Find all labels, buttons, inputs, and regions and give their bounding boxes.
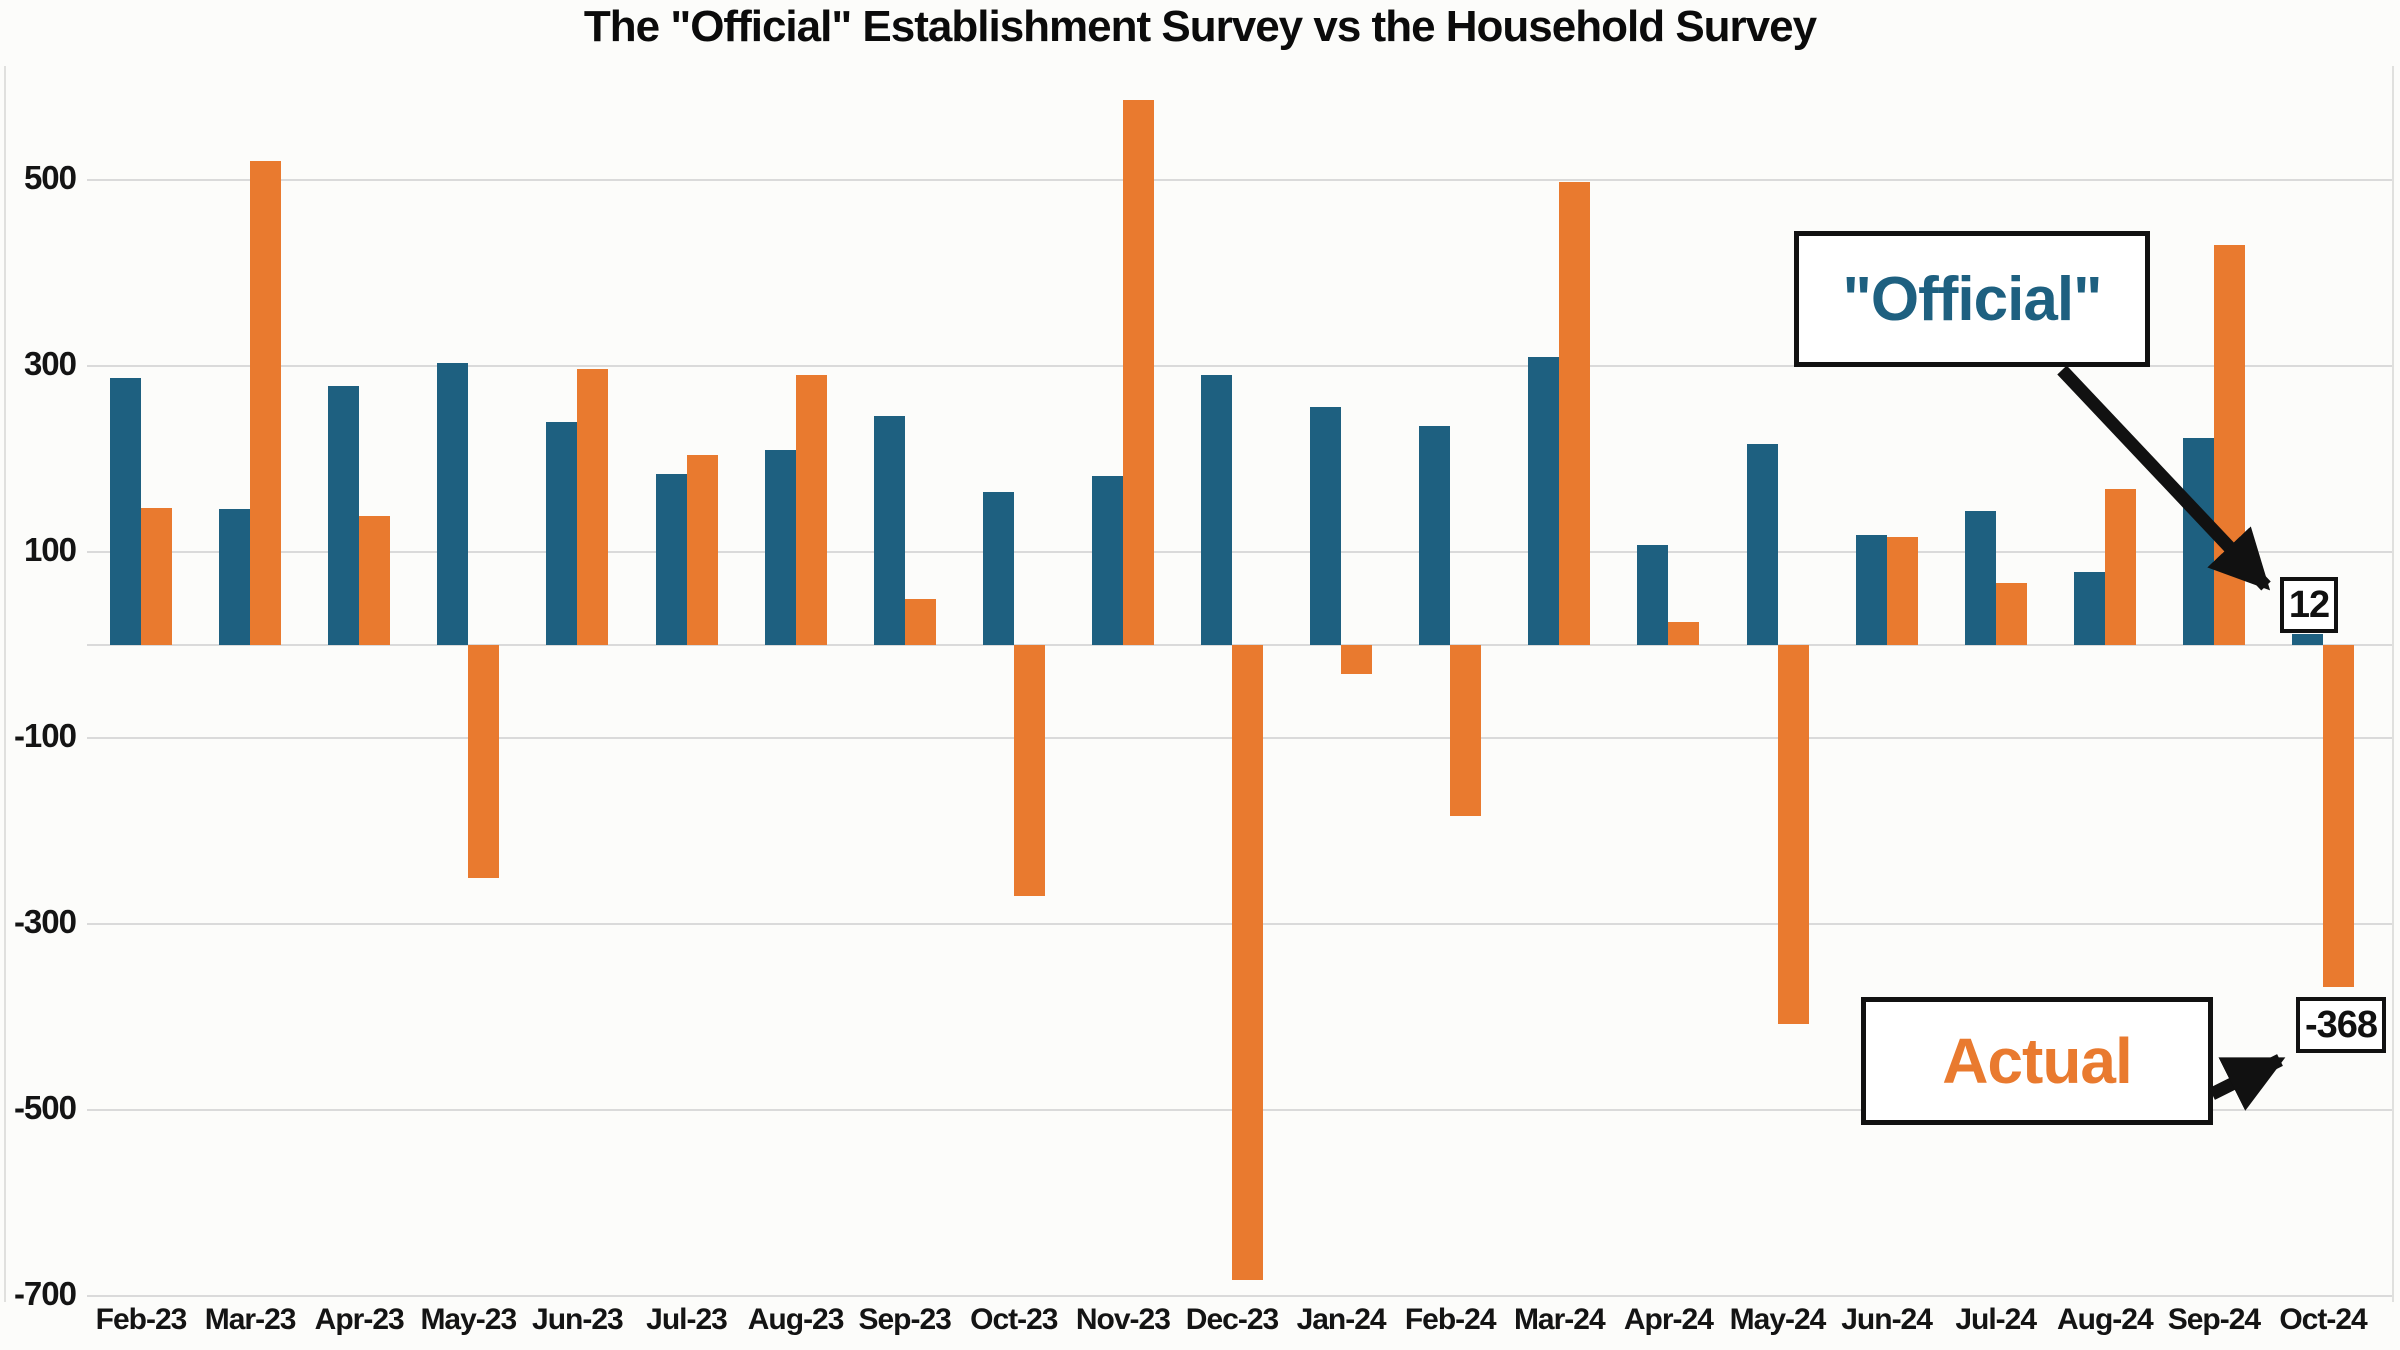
gridline [87, 1295, 2392, 1297]
bar-actual-mar-24 [1559, 181, 1591, 645]
bar-official-feb-24 [1419, 425, 1451, 645]
bar-actual-jun-24 [1886, 537, 1918, 645]
bar-official-apr-23 [328, 386, 360, 645]
bar-actual-nov-23 [1122, 100, 1154, 645]
bar-actual-oct-23 [1013, 645, 1045, 897]
x-axis-label: Apr-24 [1623, 1303, 1714, 1336]
x-axis-label: Jul-24 [1955, 1303, 2037, 1336]
chart-title: The "Official" Establishment Survey vs t… [583, 2, 1817, 51]
bar-official-mar-23 [219, 509, 251, 645]
y-axis-tick-label: -100 [13, 717, 77, 754]
x-axis-label: Jan-24 [1296, 1303, 1387, 1336]
bar-actual-may-23 [468, 645, 500, 878]
x-axis-label: May-24 [1729, 1303, 1827, 1336]
bar-official-dec-23 [1201, 375, 1232, 645]
x-axis-label: Mar-23 [204, 1303, 297, 1336]
bar-official-jan-24 [1310, 406, 1342, 645]
bar-actual-jul-24 [1995, 582, 2027, 645]
bar-official-aug-24 [2073, 572, 2105, 645]
gridline [87, 365, 2392, 367]
official-callout-box: "Official" [1794, 231, 2150, 367]
x-axis-label: Jun-24 [1841, 1303, 1933, 1336]
bar-actual-oct-24 [2323, 645, 2354, 988]
x-axis-label: Dec-23 [1185, 1303, 1279, 1336]
x-axis-label: Oct-24 [2279, 1303, 2367, 1336]
actual-callout-label: Actual [1942, 1025, 2133, 1097]
x-axis-label: Aug-23 [747, 1303, 845, 1336]
official-value-label: 12 [2288, 583, 2330, 626]
y-axis-tick-label: 100 [23, 531, 77, 568]
y-axis-tick-label: -500 [13, 1089, 77, 1126]
x-axis-label: Sep-23 [858, 1303, 951, 1336]
left-spine [4, 66, 6, 1302]
actual-value-label: -368 [2304, 1003, 2378, 1046]
y-axis-tick-label: 300 [23, 345, 77, 382]
bar-official-aug-23 [764, 449, 796, 645]
bar-actual-aug-24 [2104, 488, 2136, 645]
actual-value-box: -368 [2296, 997, 2386, 1053]
bar-official-mar-24 [1528, 356, 1560, 645]
x-axis-label: Feb-23 [95, 1303, 188, 1336]
bar-actual-apr-24 [1668, 621, 1700, 645]
bar-official-nov-23 [1091, 475, 1123, 645]
bar-actual-jun-23 [577, 368, 609, 645]
x-axis-label: May-23 [420, 1303, 517, 1336]
official-value-box: 12 [2280, 577, 2338, 633]
bar-official-sep-23 [873, 416, 905, 645]
bar-official-jun-23 [546, 421, 578, 645]
x-axis-label: Jun-23 [532, 1303, 624, 1336]
bar-actual-feb-23 [141, 508, 172, 645]
y-axis-tick-label: -700 [13, 1275, 77, 1312]
bar-official-oct-23 [982, 491, 1014, 645]
bar-official-feb-23 [110, 378, 141, 645]
x-axis-label: Jul-23 [646, 1303, 728, 1336]
bar-official-oct-24 [2292, 633, 2323, 645]
x-axis-label: Aug-24 [2056, 1303, 2154, 1336]
bar-actual-sep-23 [904, 598, 936, 645]
bar-official-may-23 [437, 363, 469, 645]
x-axis-label: Sep-24 [2167, 1303, 2261, 1336]
gridline [87, 179, 2392, 181]
bar-official-apr-24 [1637, 544, 1669, 645]
y-axis-tick-label: -300 [13, 903, 77, 940]
bar-actual-dec-23 [1232, 645, 1263, 1281]
bar-actual-mar-23 [250, 161, 282, 645]
bar-actual-sep-24 [2213, 245, 2245, 645]
gridline [87, 551, 2392, 553]
bar-official-jun-24 [1855, 535, 1887, 645]
right-spine [2392, 66, 2394, 1302]
bar-official-jul-23 [655, 473, 687, 645]
x-axis-label: Oct-23 [970, 1303, 1058, 1336]
bar-actual-apr-23 [359, 515, 391, 645]
bar-actual-may-24 [1777, 645, 1809, 1025]
x-axis-label: Nov-23 [1075, 1303, 1171, 1336]
official-callout-label: "Official" [1842, 264, 2103, 334]
x-axis-label: Feb-24 [1404, 1303, 1497, 1336]
actual-callout-box: Actual [1861, 997, 2213, 1125]
bar-actual-jul-23 [686, 455, 718, 645]
bar-official-sep-24 [2182, 437, 2214, 645]
bar-actual-jan-24 [1341, 645, 1373, 674]
bar-actual-feb-24 [1450, 645, 1482, 817]
x-axis-label: Apr-23 [314, 1303, 405, 1336]
bar-official-jul-24 [1964, 511, 1996, 645]
bar-official-may-24 [1746, 444, 1778, 645]
x-axis-label: Mar-24 [1513, 1303, 1606, 1336]
bar-actual-aug-23 [795, 375, 827, 645]
y-axis-tick-label: 500 [23, 159, 77, 196]
